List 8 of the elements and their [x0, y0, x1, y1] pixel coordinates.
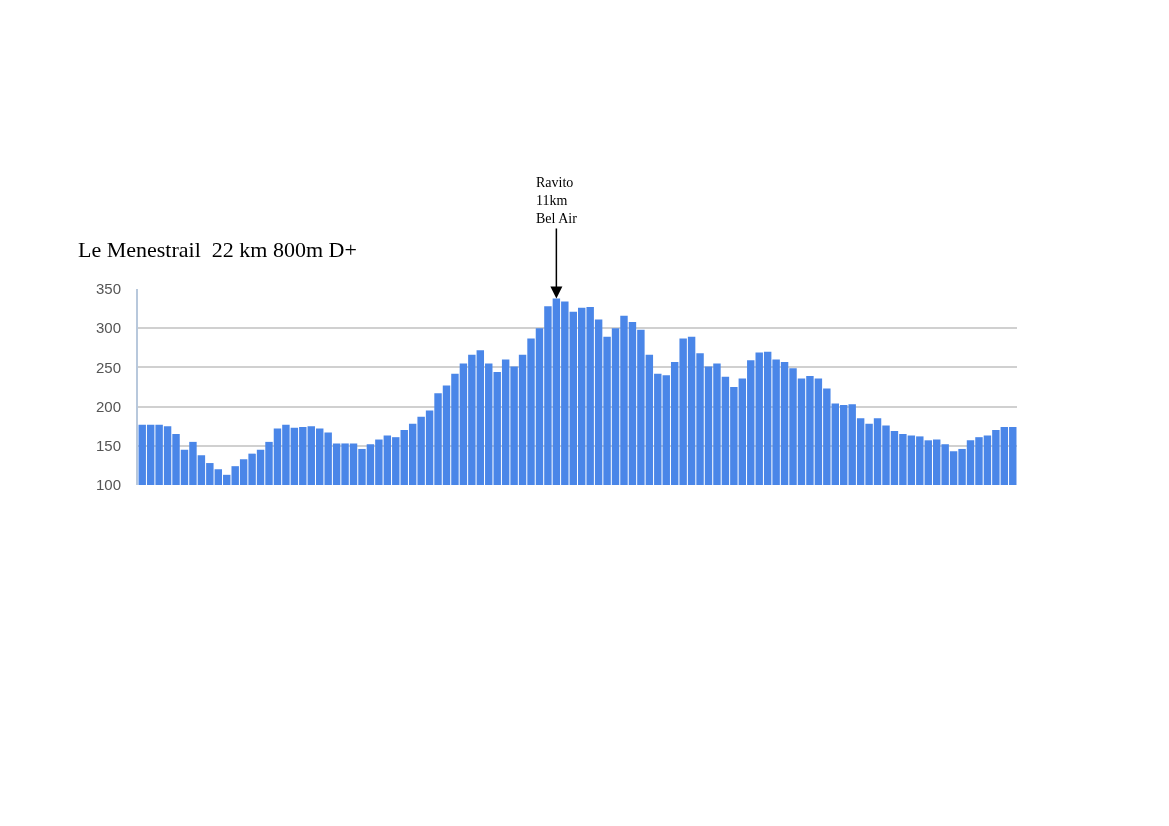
y-tick-label: 150: [95, 437, 121, 455]
y-tick-label: 200: [95, 397, 121, 415]
y-tick-label: 250: [95, 358, 121, 376]
annotation: Ravito 11km Bel Air: [536, 175, 578, 227]
y-tick-label: 100: [95, 476, 121, 494]
chart-title: Le Menestrail 22 km 800m D+: [78, 237, 357, 262]
y-tick-label: 350: [95, 280, 121, 298]
y-tick-label: 300: [95, 319, 121, 337]
